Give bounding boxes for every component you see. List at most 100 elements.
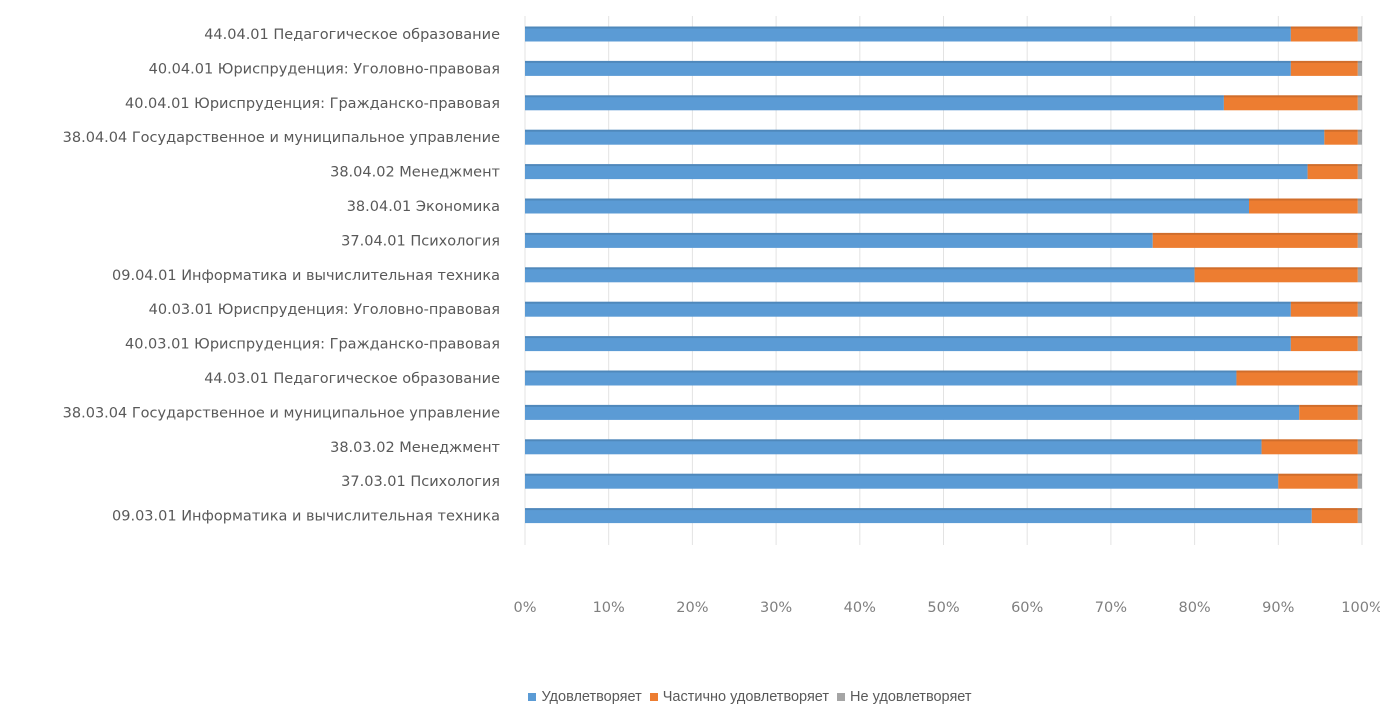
bar-edge	[525, 404, 1362, 407]
bar-edge	[525, 508, 1362, 511]
bar-segment	[525, 95, 1224, 111]
bar-segment	[1152, 232, 1358, 248]
bar-edge	[525, 60, 1362, 63]
category-label: 40.03.01 Юриспруденция: Гражданско-право…	[125, 337, 500, 353]
bar-segment	[1290, 26, 1358, 42]
bar-edge	[525, 129, 1362, 132]
legend-label: Частично удовлетворяет	[662, 689, 830, 705]
legend: Удовлетворяет Частично удовлетворяет Не уд…	[0, 688, 1380, 706]
legend-swatch	[837, 693, 846, 701]
bar-segment	[525, 404, 1300, 420]
bar-segment	[1324, 129, 1358, 145]
bar-segment	[1357, 301, 1362, 317]
bar-segment	[1357, 439, 1362, 455]
category-label: 37.04.01 Психология	[341, 233, 500, 249]
bar-edge	[525, 95, 1362, 98]
x-tick-label: 10%	[593, 600, 625, 616]
bar-edge	[525, 439, 1362, 442]
bar-edge	[525, 473, 1362, 476]
x-tick-label: 50%	[927, 600, 959, 616]
x-tick-label: 40%	[844, 600, 876, 616]
x-tick-label: 30%	[760, 600, 792, 616]
bar-segment	[1357, 129, 1362, 145]
bar-segment	[1236, 370, 1358, 386]
category-label: 09.03.01 Информатика и вычислительная те…	[112, 509, 500, 525]
category-label: 40.03.01 Юриспруденция: Уголовно-правова…	[149, 302, 500, 318]
bar-edge	[525, 198, 1362, 201]
bar-segment	[1357, 60, 1362, 76]
legend-swatch	[649, 693, 658, 701]
x-tick-label: 20%	[676, 600, 708, 616]
legend-label: Не удовлетворяет	[850, 689, 972, 705]
bar-edge	[525, 336, 1362, 339]
bar-edge	[525, 301, 1362, 304]
bar-edge	[525, 164, 1362, 167]
bar-segment	[525, 198, 1250, 214]
bar-segment	[1357, 232, 1362, 248]
bar-segment	[1307, 164, 1358, 180]
bar-segment	[1278, 473, 1358, 489]
category-label: 38.04.01 Экономика	[347, 199, 500, 215]
category-label: 38.04.02 Менеджмент	[330, 165, 500, 181]
bar-segment	[525, 508, 1312, 524]
bar-segment	[1290, 336, 1358, 352]
bar-segment	[525, 129, 1325, 145]
bar-segment	[525, 26, 1291, 42]
category-label: 38.03.04 Государственное и муниципальное…	[63, 405, 500, 421]
legend-item: Удовлетворяет	[528, 689, 642, 705]
bar-edge	[525, 267, 1362, 270]
category-label: 09.04.01 Информатика и вычислительная те…	[112, 268, 500, 284]
x-tick-label: 0%	[513, 600, 536, 616]
bar-segment	[1194, 267, 1358, 283]
category-label: 38.04.04 Государственное и муниципальное…	[63, 130, 500, 146]
legend-item: Частично удовлетворяет	[649, 689, 830, 705]
bar-segment	[525, 370, 1237, 386]
bar-segment	[525, 439, 1262, 455]
bar-segment	[1357, 198, 1362, 214]
legend-swatch	[528, 693, 537, 701]
legend-item: Не удовлетворяет	[837, 689, 972, 705]
stacked-bar-chart: 44.04.01 Педагогическое образование 40.04…	[63, 16, 1380, 616]
category-label: 40.04.01 Юриспруденция: Уголовно-правова…	[149, 61, 500, 77]
bar-segment	[1290, 301, 1358, 317]
bar-segment	[1357, 267, 1362, 283]
bar-segment	[1357, 473, 1362, 489]
x-axis-ticks: 0% 10% 20% 30% 40% 50% 60% 70% 80% 90% 100%	[513, 600, 1380, 616]
bar-segment	[1357, 336, 1362, 352]
bar-edge	[525, 370, 1362, 373]
category-label: 44.04.01 Педагогическое образование	[204, 27, 500, 43]
x-tick-label: 80%	[1178, 600, 1210, 616]
category-label: 37.03.01 Психология	[341, 474, 500, 490]
bar-segment	[525, 301, 1291, 317]
bar-segment	[1223, 95, 1358, 111]
legend-label: Удовлетворяет	[541, 689, 642, 705]
bar-segment	[1311, 508, 1358, 524]
bar-segment	[1357, 404, 1362, 420]
x-tick-label: 60%	[1011, 600, 1043, 616]
bars	[525, 26, 1362, 524]
bar-segment	[525, 60, 1291, 76]
bar-segment	[1357, 95, 1362, 111]
bar-segment	[525, 267, 1195, 283]
category-label: 44.03.01 Педагогическое образование	[204, 371, 500, 387]
x-tick-label: 100%	[1341, 600, 1380, 616]
bar-segment	[525, 164, 1308, 180]
bar-segment	[525, 232, 1153, 248]
x-tick-label: 70%	[1095, 600, 1127, 616]
bar-segment	[525, 473, 1279, 489]
bar-segment	[1249, 198, 1358, 214]
bar-edge	[525, 232, 1362, 235]
bar-segment	[1357, 370, 1362, 386]
bar-edge	[525, 26, 1362, 29]
bar-segment	[1261, 439, 1358, 455]
category-label: 40.04.01 Юриспруденция: Гражданско-право…	[125, 96, 500, 112]
x-tick-label: 90%	[1262, 600, 1294, 616]
category-label: 38.03.02 Менеджмент	[330, 440, 500, 456]
category-labels: 44.04.01 Педагогическое образование 40.04…	[63, 27, 501, 525]
bar-segment	[1357, 26, 1362, 42]
bar-segment	[1357, 164, 1362, 180]
bar-segment	[1299, 404, 1358, 420]
bar-segment	[1290, 60, 1358, 76]
bar-segment	[1357, 508, 1362, 524]
bar-segment	[525, 336, 1291, 352]
